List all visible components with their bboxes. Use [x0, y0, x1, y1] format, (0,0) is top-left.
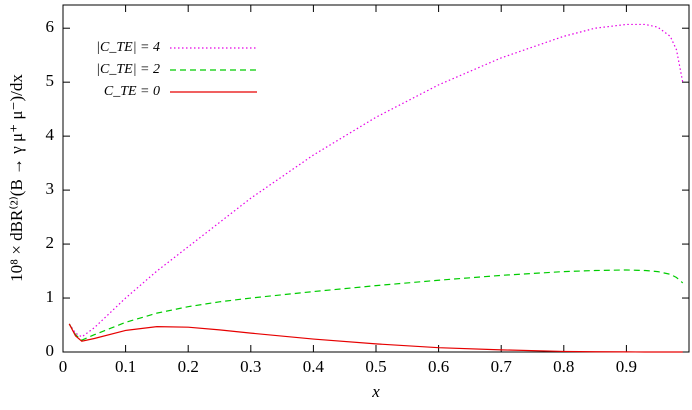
y-tick-label: 0 [46, 341, 55, 360]
x-tick-label: 0.5 [365, 357, 386, 376]
x-tick-label: 0.3 [240, 357, 261, 376]
x-tick-label: 0.6 [428, 357, 449, 376]
legend-label: C_TE = 0 [104, 84, 160, 99]
x-tick-label: 0.8 [553, 357, 574, 376]
x-tick-label: 0.9 [616, 357, 637, 376]
x-tick-label: 0.7 [491, 357, 513, 376]
y-tick-label: 6 [46, 17, 55, 36]
y-tick-label: 4 [46, 125, 55, 144]
x-tick-label: 0 [59, 357, 68, 376]
series-line [68, 323, 683, 353]
y-tick-label: 5 [46, 71, 55, 90]
y-tick-label: 2 [46, 233, 55, 252]
legend-label: |C_TE| = 2 [96, 62, 160, 77]
x-tick-label: 0.1 [115, 357, 136, 376]
plot-frame [62, 4, 690, 353]
y-tick-label: 1 [46, 287, 55, 306]
x-tick-label: 0.2 [178, 357, 199, 376]
x-tick-label: 0.4 [303, 357, 325, 376]
y-axis-label: 10⁸ × dBR⁽²⁾(B → γ μ⁺ μ⁻)/dx [7, 74, 26, 282]
series-line [68, 269, 684, 341]
y-tick-label: 3 [46, 179, 55, 198]
legend-label: |C_TE| = 4 [96, 40, 160, 55]
x-axis-label: x [371, 382, 380, 401]
series-line [68, 23, 684, 338]
